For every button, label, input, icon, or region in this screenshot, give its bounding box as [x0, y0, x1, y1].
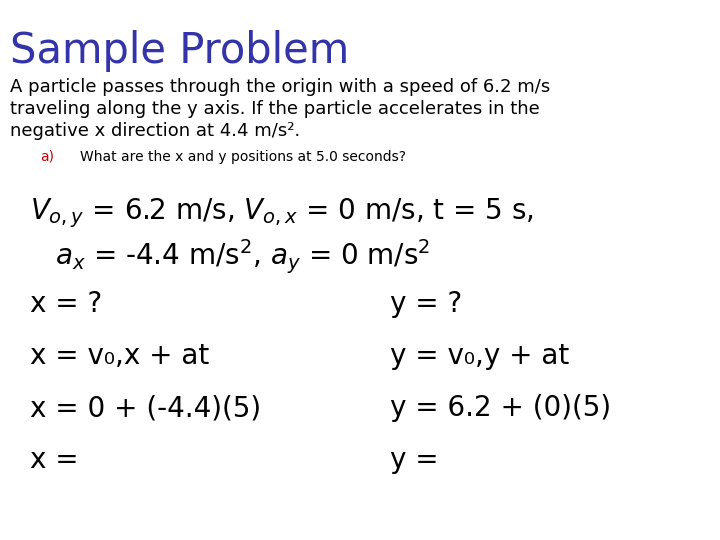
- Text: What are the x and y positions at 5.0 seconds?: What are the x and y positions at 5.0 se…: [80, 150, 406, 164]
- Text: y = ?: y = ?: [390, 290, 462, 318]
- Text: x = v₀,x + at: x = v₀,x + at: [30, 342, 210, 370]
- Text: $V_{o,y}$ = 6.2 m/s, $V_{o,x}$ = 0 m/s, t = 5 s,: $V_{o,y}$ = 6.2 m/s, $V_{o,x}$ = 0 m/s, …: [30, 196, 534, 229]
- Text: a): a): [40, 150, 54, 164]
- Text: negative x direction at 4.4 m/s².: negative x direction at 4.4 m/s².: [10, 122, 300, 140]
- Text: $a_x$ = -4.4 m/s$^2$, $a_y$ = 0 m/s$^2$: $a_x$ = -4.4 m/s$^2$, $a_y$ = 0 m/s$^2$: [55, 238, 431, 276]
- Text: x =: x =: [30, 446, 78, 474]
- Text: x = ?: x = ?: [30, 290, 102, 318]
- Text: y = v₀,y + at: y = v₀,y + at: [390, 342, 570, 370]
- Text: y = 6.2 + (0)(5): y = 6.2 + (0)(5): [390, 394, 611, 422]
- Text: A particle passes through the origin with a speed of 6.2 m/s: A particle passes through the origin wit…: [10, 78, 550, 96]
- Text: y =: y =: [390, 446, 438, 474]
- Text: Sample Problem: Sample Problem: [10, 30, 349, 72]
- Text: traveling along the y axis. If the particle accelerates in the: traveling along the y axis. If the parti…: [10, 100, 540, 118]
- Text: x = 0 + (-4.4)(5): x = 0 + (-4.4)(5): [30, 394, 261, 422]
